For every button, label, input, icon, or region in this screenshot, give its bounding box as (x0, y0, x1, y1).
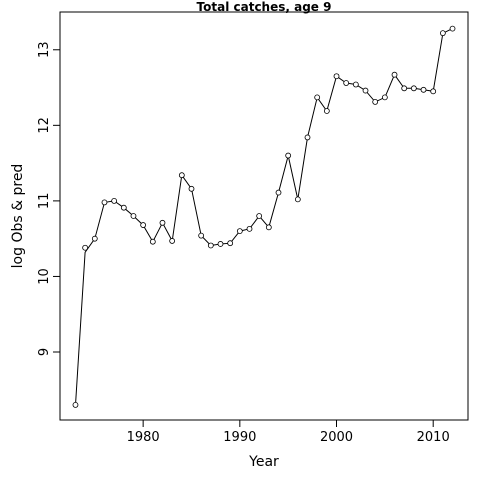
observed-point (256, 213, 263, 219)
observed-point (217, 241, 224, 247)
observed-point (275, 189, 282, 196)
observed-point (439, 30, 446, 37)
plot-frame (59, 11, 469, 421)
observed-point (352, 81, 359, 88)
observed-point (82, 244, 89, 251)
y-tick-label: 12 (37, 117, 52, 134)
observed-point (178, 172, 185, 179)
x-tick-label: 1980 (127, 430, 160, 445)
x-tick-label: 1990 (223, 430, 256, 445)
observed-point (140, 222, 147, 228)
observed-point (381, 94, 388, 101)
y-tick-label: 10 (37, 268, 52, 285)
predicted-line (75, 28, 453, 405)
x-axis: 1980 1990 2000 2010 (127, 420, 450, 445)
observed-point (159, 219, 166, 226)
observed-point (188, 185, 195, 192)
observed-point (430, 88, 437, 95)
observed-point (236, 228, 243, 235)
observed-point (343, 80, 350, 86)
y-axis: 9 10 11 12 13 (37, 42, 60, 356)
observed-point (449, 25, 456, 32)
y-tick-label: 9 (37, 348, 52, 356)
y-tick-label: 11 (37, 193, 52, 210)
observed-point (169, 238, 176, 244)
observed-point (91, 235, 98, 242)
observed-points (72, 25, 456, 408)
x-tick-label: 2010 (417, 430, 450, 445)
observed-point (391, 71, 398, 78)
observed-point (198, 232, 205, 239)
observed-point (130, 213, 137, 219)
observed-point (265, 224, 272, 231)
y-axis-label: log Obs & pred (10, 164, 26, 269)
observed-point (207, 242, 214, 249)
observed-point (333, 73, 340, 80)
x-tick-label: 2000 (320, 430, 353, 445)
observed-point (314, 94, 321, 101)
observed-point (372, 99, 379, 105)
chart-title: Total catches, age 9 (197, 0, 332, 14)
y-tick-label: 13 (37, 42, 52, 59)
observed-point (246, 225, 253, 232)
observed-point (362, 87, 369, 94)
x-axis-label: Year (248, 454, 279, 470)
observed-point (294, 196, 301, 203)
observed-point (304, 134, 311, 141)
observed-point (101, 199, 108, 206)
observed-point (323, 108, 330, 114)
observed-point (120, 204, 127, 211)
observed-point (285, 152, 292, 159)
observed-point (420, 86, 427, 93)
observed-point (401, 85, 408, 92)
observed-point (111, 197, 118, 204)
observed-point (227, 240, 234, 247)
observed-point (410, 85, 417, 92)
observed-point (72, 401, 79, 408)
observed-point (149, 238, 156, 245)
